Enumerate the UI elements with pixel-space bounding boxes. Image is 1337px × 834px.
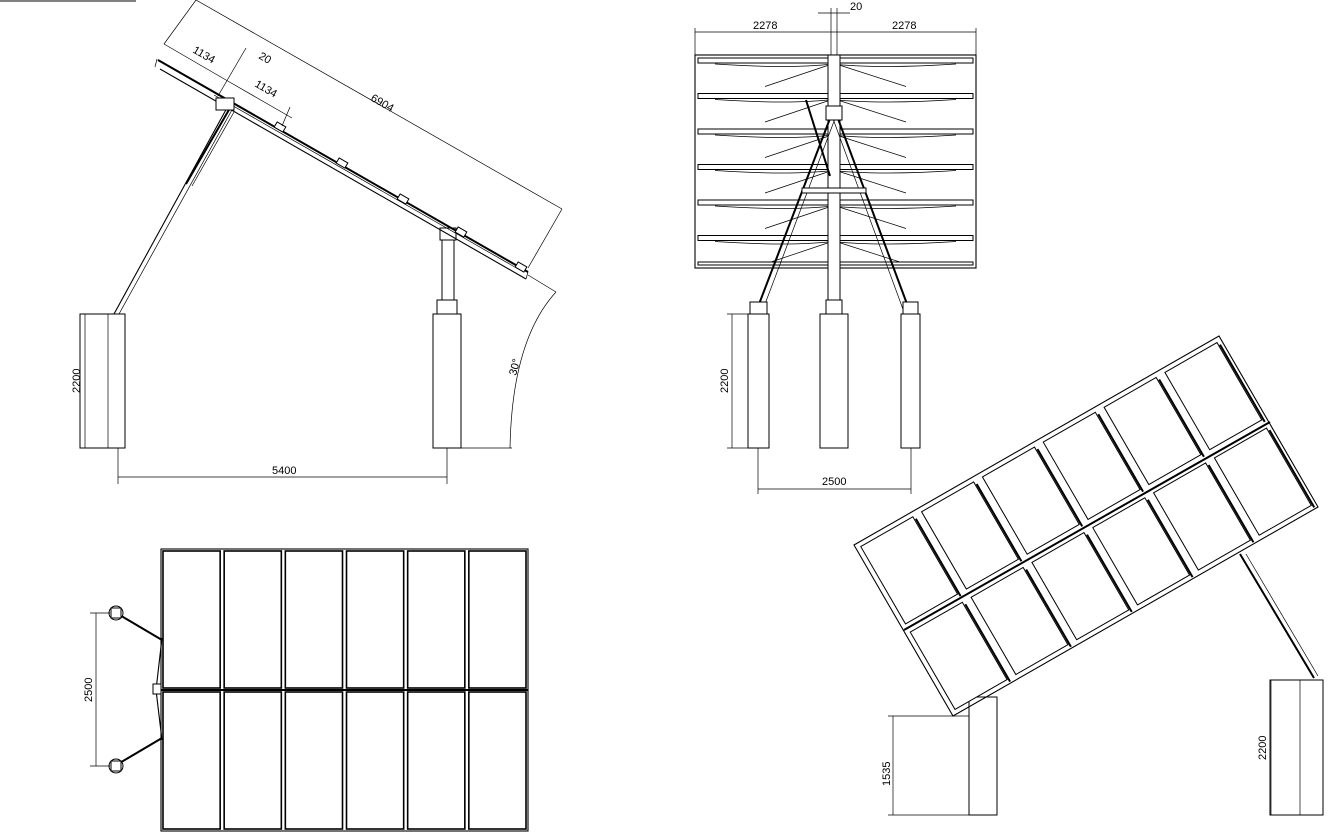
iso-dim-1535: 1535 — [881, 762, 893, 786]
side-actuator — [185, 107, 231, 185]
front-panel-row-brace — [764, 170, 833, 194]
front-dim-2200: 2200 — [719, 369, 731, 393]
side-pivot-hub — [215, 97, 235, 111]
iso-panel-edge — [964, 603, 1011, 683]
iso-center-spine — [903, 421, 1271, 631]
plan-view: 2500 — [83, 548, 529, 832]
plan-panel — [223, 550, 283, 689]
front-panel-row-brace — [835, 205, 907, 229]
plan-panel — [406, 550, 466, 689]
iso-panel-edge — [914, 518, 962, 597]
side-dim-30deg: 30° — [507, 358, 523, 377]
side-dim-6904: 6904 — [369, 92, 396, 115]
front-dim-20: 20 — [850, 1, 862, 13]
iso-panel-edge — [1025, 568, 1072, 648]
iso-panel-edge — [1086, 534, 1133, 613]
front-panel-row-brace — [835, 63, 907, 87]
plan-panel — [223, 691, 283, 830]
iso-panel — [1031, 531, 1130, 641]
front-left-pier — [747, 313, 770, 449]
plan-panel — [284, 691, 344, 830]
front-left-leg — [755, 107, 835, 313]
plan-strut-bottom — [117, 737, 163, 765]
plan-panel — [345, 691, 405, 830]
front-panel-row-brace — [835, 241, 907, 265]
plan-panel — [345, 550, 405, 689]
iso-panel — [1164, 341, 1263, 451]
iso-panel — [970, 566, 1069, 676]
iso-panel — [1042, 411, 1141, 521]
iso-panel-array — [853, 335, 1319, 717]
side-front-pier — [432, 313, 462, 449]
plan-panel — [162, 691, 221, 830]
iso-panel — [1213, 427, 1312, 536]
front-dim-2278-left: 2278 — [753, 20, 777, 32]
front-panel-row-brace — [764, 99, 833, 123]
iso-panel — [981, 446, 1080, 555]
iso-panel-edge — [1036, 448, 1084, 527]
front-panel-row-brace — [835, 99, 907, 123]
side-dim-2200: 2200 — [71, 369, 83, 393]
iso-rear-pier — [1269, 679, 1324, 816]
plan-panel-grid — [162, 550, 527, 830]
iso-panel — [860, 516, 959, 625]
iso-dim-2200: 2200 — [1257, 736, 1269, 760]
front-panel-row-brace — [835, 134, 907, 158]
plan-strut-top — [117, 613, 163, 641]
side-front-post — [441, 237, 455, 301]
front-right-pier — [900, 313, 921, 449]
iso-strut — [1239, 553, 1315, 679]
side-view: 6904 1134 20 1134 2200 5400 30° — [71, 0, 563, 484]
iso-panel-edge — [1158, 378, 1205, 458]
iso-panel — [1092, 497, 1191, 606]
iso-panel-edge — [1268, 429, 1316, 508]
plan-panel — [468, 691, 527, 830]
iso-panel — [1103, 376, 1202, 486]
side-rear-pier — [79, 313, 126, 449]
plan-dim-2500: 2500 — [83, 678, 95, 702]
iso-panel — [909, 601, 1008, 711]
front-panel-row-brace — [764, 134, 833, 158]
iso-panel-edge — [1207, 464, 1255, 543]
side-dim-20: 20 — [257, 50, 274, 67]
front-dim-2500: 2500 — [822, 476, 846, 488]
front-center-mast — [827, 54, 841, 316]
side-dim-1134-right: 1134 — [253, 78, 279, 100]
front-actuator — [805, 99, 831, 177]
front-right-leg — [833, 107, 911, 313]
plan-panel — [284, 550, 344, 689]
side-dim-1134-left: 1134 — [191, 44, 217, 66]
iso-panel-edge — [1097, 413, 1144, 493]
front-panel-row-brace — [835, 170, 907, 194]
iso-front-pier — [968, 696, 998, 816]
iso-panel-edge — [1146, 499, 1194, 578]
plan-panel — [162, 550, 221, 689]
iso-panel-edge — [1219, 344, 1266, 423]
side-strut — [113, 105, 229, 315]
iso-panel — [920, 481, 1020, 590]
front-panel-row-brace — [764, 63, 833, 87]
iso-panel-grid — [860, 341, 1316, 711]
front-panel-row-brace — [764, 205, 833, 229]
iso-panel — [1152, 462, 1252, 571]
isometric-view: 1535 2200 — [853, 335, 1324, 816]
iso-panel-edge — [975, 483, 1023, 562]
plan-panel — [406, 691, 466, 830]
front-dim-2278-right: 2278 — [892, 20, 916, 32]
front-view: 2278 2278 20 2200 2500 — [694, 1, 977, 494]
side-dim-5400: 5400 — [272, 465, 296, 477]
front-center-pier — [819, 313, 849, 449]
plan-panel — [468, 550, 527, 689]
